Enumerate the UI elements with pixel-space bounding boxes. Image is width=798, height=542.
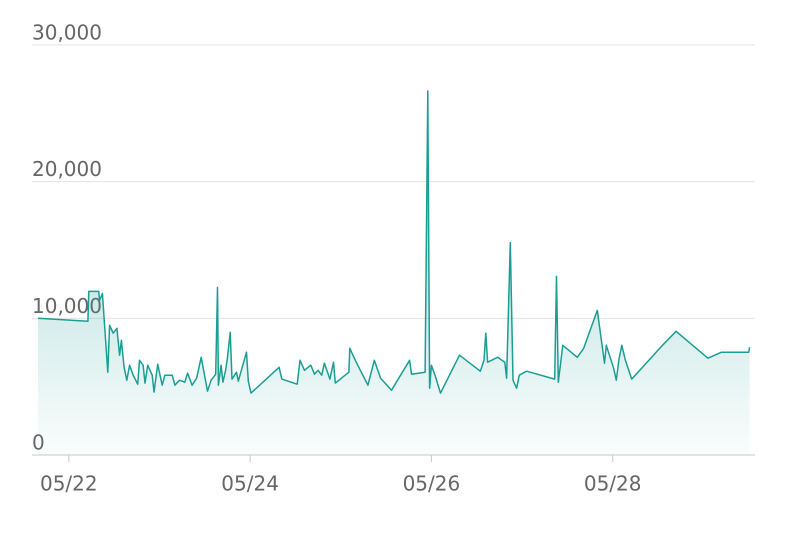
line-series [37, 90, 751, 394]
area-fill [38, 90, 750, 456]
x-tick-label: 05/28 [584, 472, 642, 496]
x-tick-label: 05/24 [221, 472, 279, 496]
y-tick-label: 20,000 [32, 157, 102, 181]
x-tick-label: 05/26 [403, 472, 461, 496]
y-tick-label: 30,000 [32, 21, 102, 45]
x-tick-label: 05/22 [40, 472, 98, 496]
